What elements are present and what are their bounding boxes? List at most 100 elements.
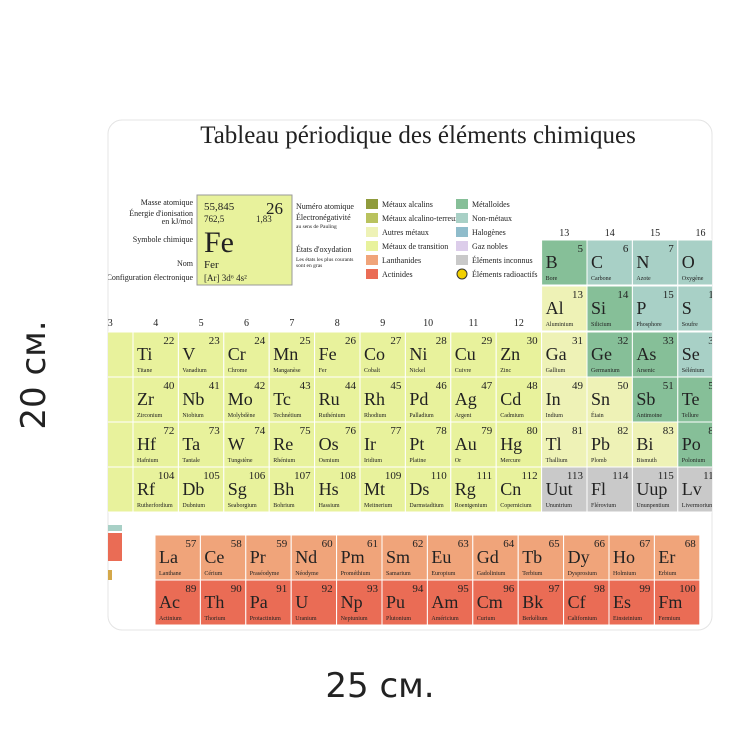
element-symbol: Hf bbox=[137, 434, 156, 454]
element-symbol: Hs bbox=[319, 479, 339, 499]
element-symbol: Fl bbox=[591, 479, 606, 499]
element-symbol: Th bbox=[204, 592, 224, 612]
element-symbol: Co bbox=[364, 344, 385, 364]
element-name: Dysprosium bbox=[568, 571, 598, 577]
element-name: Mercure bbox=[500, 458, 521, 464]
atomic-number: 62 bbox=[412, 538, 423, 550]
element-symbol: In bbox=[546, 389, 561, 409]
element-symbol: Sn bbox=[591, 389, 610, 409]
element-symbol: Nb bbox=[182, 389, 204, 409]
element-cell bbox=[108, 331, 134, 378]
element-name: Neptunium bbox=[341, 616, 368, 622]
element-cell bbox=[268, 331, 316, 378]
group-label: 7 bbox=[289, 318, 294, 329]
legend-swatch bbox=[366, 241, 378, 251]
element-name: Samarium bbox=[386, 571, 411, 577]
element-cell bbox=[154, 579, 201, 626]
element-name: Arsenic bbox=[636, 368, 655, 374]
element-name: Prométhium bbox=[341, 571, 371, 577]
legend-swatch bbox=[366, 199, 378, 209]
key-right-label: Les états les plus courants bbox=[296, 257, 353, 263]
element-name: Argent bbox=[455, 413, 472, 419]
element-symbol: Dy bbox=[568, 547, 590, 567]
element-name: Bohrium bbox=[273, 503, 295, 509]
element-symbol: Mn bbox=[273, 344, 298, 364]
key-symbol: Fe bbox=[204, 226, 234, 259]
atomic-number: 90 bbox=[231, 583, 243, 595]
element-symbol: V bbox=[182, 344, 195, 364]
element-cell bbox=[223, 466, 270, 513]
element-symbol: Cr bbox=[228, 344, 246, 364]
element-name: Tellure bbox=[682, 413, 699, 419]
element-symbol: Tc bbox=[273, 389, 291, 409]
element-cell bbox=[290, 534, 338, 581]
element-symbol: Pt bbox=[409, 434, 424, 454]
legend-swatch bbox=[366, 255, 378, 265]
element-name: Osmium bbox=[319, 458, 340, 464]
element-symbol: Cf bbox=[568, 592, 586, 612]
key-ionization: 762,5 bbox=[204, 214, 225, 224]
element-symbol: Rh bbox=[364, 389, 385, 409]
legend-label: Non-métaux bbox=[472, 214, 512, 223]
element-symbol: Bi bbox=[636, 434, 653, 454]
legend-label: Métaux alcalins bbox=[382, 200, 433, 209]
element-symbol: Ni bbox=[409, 344, 427, 364]
element-name: Tantale bbox=[182, 458, 200, 464]
element-cell bbox=[359, 421, 406, 468]
group-label: 16 bbox=[696, 228, 706, 239]
element-symbol: Np bbox=[341, 592, 363, 612]
element-cell bbox=[359, 376, 406, 423]
element-symbol: B bbox=[546, 252, 558, 272]
atomic-number: 94 bbox=[412, 583, 424, 595]
element-cell bbox=[336, 579, 383, 626]
element-name: Holmium bbox=[613, 571, 636, 577]
element-name: Plomb bbox=[591, 458, 607, 464]
atomic-number: 25 bbox=[300, 335, 312, 347]
atomic-number: 115 bbox=[658, 470, 675, 482]
element-name: Ununtrium bbox=[546, 503, 573, 509]
atomic-number: 78 bbox=[436, 425, 448, 437]
element-name: Gallium bbox=[546, 368, 566, 374]
atomic-number: 5 bbox=[578, 243, 584, 255]
key-box bbox=[196, 194, 293, 286]
atomic-number: 65 bbox=[549, 538, 561, 550]
element-symbol: Sb bbox=[636, 389, 655, 409]
element-name: Étain bbox=[591, 411, 604, 419]
element-symbol: Es bbox=[613, 592, 631, 612]
element-name: Lanthane bbox=[159, 571, 182, 577]
element-name: Einsteinium bbox=[613, 616, 642, 622]
group-label: 12 bbox=[514, 318, 524, 329]
element-cell bbox=[108, 421, 134, 468]
element-cell bbox=[563, 534, 610, 581]
element-symbol: Uup bbox=[636, 479, 667, 499]
element-name: Dubnium bbox=[182, 503, 205, 509]
element-cell bbox=[199, 579, 247, 626]
element-cell bbox=[314, 421, 361, 468]
width-label: 25 см. bbox=[325, 666, 434, 706]
element-cell bbox=[108, 466, 134, 513]
element-cell bbox=[495, 331, 543, 378]
element-symbol: Pb bbox=[591, 434, 610, 454]
atomic-number: 72 bbox=[163, 425, 174, 437]
legend-swatch bbox=[456, 199, 468, 209]
element-cell bbox=[132, 466, 179, 513]
group-label: 10 bbox=[423, 318, 433, 329]
element-symbol: Te bbox=[682, 389, 700, 409]
atomic-number: 67 bbox=[639, 538, 651, 550]
atomic-number: 66 bbox=[594, 538, 606, 550]
atomic-number: 89 bbox=[185, 583, 197, 595]
element-symbol: Eu bbox=[431, 547, 451, 567]
atomic-number: 74 bbox=[254, 425, 266, 437]
element-name: Azote bbox=[636, 276, 651, 282]
atomic-number: 106 bbox=[249, 470, 266, 482]
element-cell bbox=[586, 239, 633, 286]
element-name: Erbium bbox=[658, 571, 676, 577]
element-name: Terbium bbox=[522, 571, 543, 577]
element-symbol: Pr bbox=[250, 547, 266, 567]
element-cell bbox=[541, 376, 588, 423]
element-cell bbox=[450, 376, 497, 423]
group-label: 14 bbox=[605, 228, 615, 239]
legend-swatch bbox=[456, 255, 468, 265]
element-name: Bismuth bbox=[636, 458, 656, 464]
element-symbol: Se bbox=[682, 344, 700, 364]
